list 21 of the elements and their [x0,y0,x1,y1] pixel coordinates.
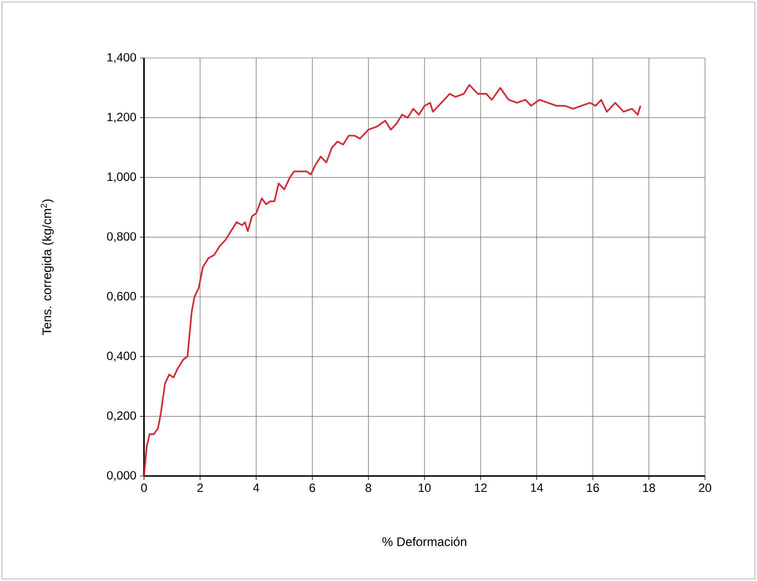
y-tick-label: 0,600 [107,292,136,302]
y-tick-label: 1,400 [107,53,136,63]
y-tick-label: 0,200 [107,411,136,422]
x-tick-label: 16 [587,484,599,492]
x-tick-label: 18 [643,484,656,492]
x-tick-label: 4 [253,484,260,492]
y-axis-title: Tens. corregida (kg/cm$^{2}$) [40,199,54,336]
x-tick-label: 2 [197,484,203,492]
x-tick-label: 14 [530,484,543,492]
x-tick-label: 6 [310,484,316,492]
y-tick-label: 0,800 [107,232,136,242]
y-tick-label: 1,200 [107,112,136,123]
y-tick-label: 1,000 [107,172,136,182]
x-axis-title: % Deformación [382,536,466,546]
y-tick-label: 0,400 [107,352,136,362]
x-tick-label: 12 [474,484,487,492]
x-tick-label: 10 [418,484,431,492]
x-tick-label: 20 [698,484,712,492]
x-tick-label: 8 [366,484,372,492]
y-tick-label: 0,000 [107,471,136,481]
x-tick-label: 0 [141,484,147,492]
